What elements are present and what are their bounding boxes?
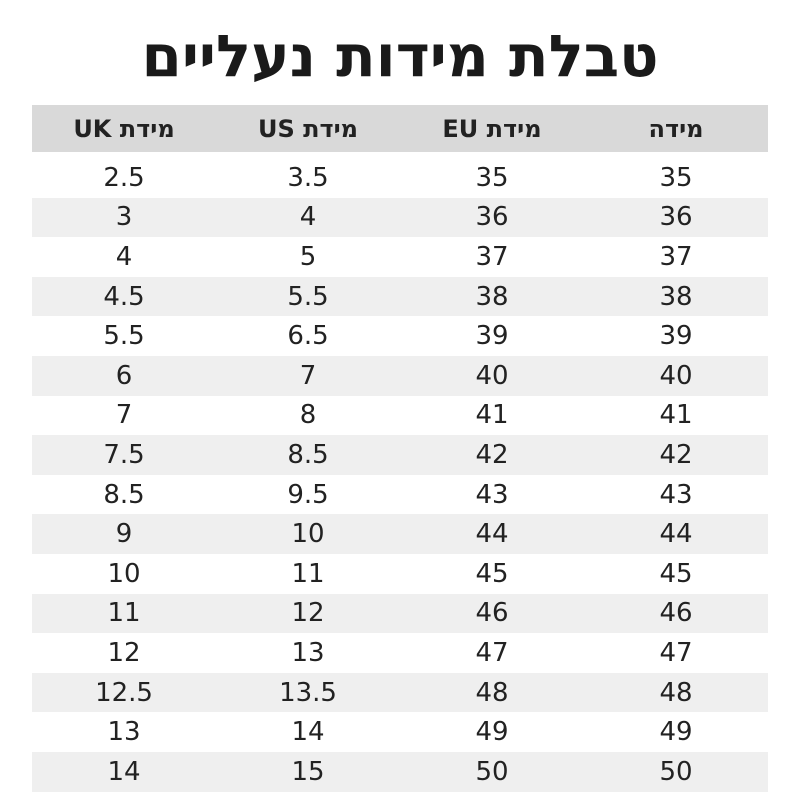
table-cell: 41	[475, 400, 509, 431]
table-cell: 36	[475, 202, 509, 233]
table-cell: 7.5	[103, 439, 145, 470]
header-cell: מידת US	[257, 114, 359, 143]
table-cell: 38	[475, 281, 509, 312]
table-cell: 13	[107, 717, 141, 748]
table-cell: 6.5	[287, 321, 329, 352]
table-cell: 38	[659, 281, 693, 312]
table-cell: 5.5	[103, 321, 145, 352]
table-cell: 2.5	[103, 162, 145, 193]
table-cell: 39	[659, 321, 693, 352]
table-cell: 49	[659, 717, 693, 748]
table-row: 36 36 4 3	[32, 197, 768, 238]
table-row: 43 43 9.5 8.5	[32, 475, 768, 515]
table-row: 50 50 15 14	[32, 751, 768, 792]
table-row: 46 46 12 11	[32, 593, 768, 634]
table-cell: 46	[475, 598, 509, 629]
table-row: 39 39 6.5 5.5	[32, 316, 768, 356]
table-cell: 45	[475, 558, 509, 589]
table-row: 48 48 13.5 12.5	[32, 672, 768, 713]
header-cell: מידת UK	[73, 114, 175, 143]
table-cell: 48	[659, 677, 693, 708]
table-cell: 43	[475, 479, 509, 510]
table-cell: 10	[291, 519, 325, 550]
table-cell: 13	[291, 637, 325, 668]
table-cell: 9.5	[287, 479, 329, 510]
table-row: 37 37 5 4	[32, 237, 768, 277]
table-cell: 10	[107, 558, 141, 589]
table-cell: 8	[299, 400, 317, 431]
table-row: 40 40 7 6	[32, 355, 768, 396]
table-cell: 40	[475, 360, 509, 391]
table-row: 35 35 3.5 2.5	[32, 158, 768, 198]
table-cell: 7	[115, 400, 133, 431]
table-cell: 47	[475, 637, 509, 668]
table-cell: 41	[659, 400, 693, 431]
table-cell: 49	[475, 717, 509, 748]
table-cell: 40	[659, 360, 693, 391]
table-cell: 4	[115, 241, 133, 272]
table-row: 41 41 8 7	[32, 396, 768, 436]
table-row: 45 45 11 10	[32, 554, 768, 594]
table-cell: 37	[475, 241, 509, 272]
table-cell: 36	[659, 202, 693, 233]
table-cell: 50	[659, 756, 693, 787]
table-cell: 4.5	[103, 281, 145, 312]
table-cell: 11	[107, 598, 141, 629]
header-cell: מידה	[648, 114, 704, 143]
table-cell: 35	[659, 162, 693, 193]
table-cell: 44	[659, 519, 693, 550]
table-cell: 50	[475, 756, 509, 787]
table-row: 47 47 13 12	[32, 633, 768, 673]
table-cell: 14	[107, 756, 141, 787]
table-cell: 15	[291, 756, 325, 787]
table-cell: 12	[107, 637, 141, 668]
table-cell: 13.5	[279, 677, 337, 708]
table-cell: 37	[659, 241, 693, 272]
table-cell: 12.5	[95, 677, 153, 708]
header-row: מידה מידת EU מידת US מידת UK	[32, 105, 768, 152]
header-cell: מידת EU	[442, 114, 542, 143]
table-cell: 43	[659, 479, 693, 510]
table-cell: 39	[475, 321, 509, 352]
table-cell: 6	[115, 360, 133, 391]
table-cell: 5.5	[287, 281, 329, 312]
table-cell: 48	[475, 677, 509, 708]
table-cell: 8.5	[103, 479, 145, 510]
table-cell: 9	[115, 519, 133, 550]
title: טבלת מידות נעליים	[141, 22, 659, 90]
table-cell: 4	[299, 202, 317, 233]
table-cell: 46	[659, 598, 693, 629]
table-cell: 14	[291, 717, 325, 748]
table-cell: 42	[475, 439, 509, 470]
table-cell: 47	[659, 637, 693, 668]
table-cell: 44	[475, 519, 509, 550]
table-cell: 7	[299, 360, 317, 391]
table-row: 42 42 8.5 7.5	[32, 435, 768, 475]
size-table: מידה מידת EU מידת US מידת UK 35 35 3.5 2.5 36 36 4…	[32, 105, 768, 792]
table-row: 38 38 5.5 4.5	[32, 276, 768, 317]
table-cell: 3	[115, 202, 133, 233]
table-cell: 3.5	[287, 162, 329, 193]
table-cell: 42	[659, 439, 693, 470]
table-cell: 11	[291, 558, 325, 589]
table-row: 44 44 10 9	[32, 514, 768, 554]
table-cell: 45	[659, 558, 693, 589]
table-row: 49 49 14 13	[32, 712, 768, 752]
table-cell: 8.5	[287, 439, 329, 470]
table-cell: 5	[299, 241, 317, 272]
table-cell: 35	[475, 162, 509, 193]
table-cell: 12	[291, 598, 325, 629]
